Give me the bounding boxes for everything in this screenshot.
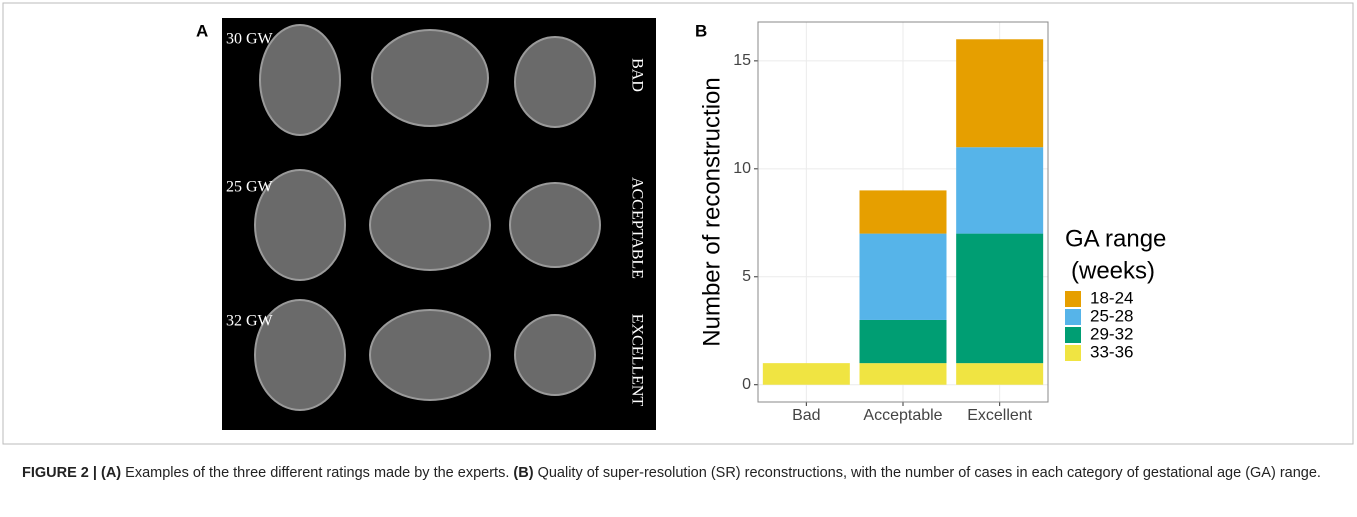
panel-label: B [695, 21, 707, 40]
rating-label: ACCEPTABLE [628, 177, 645, 279]
legend-title: (weeks) [1071, 257, 1155, 284]
plot-border [757, 21, 1049, 403]
y-tick-label: 5 [742, 268, 751, 285]
legend-label: 33-36 [1090, 342, 1133, 361]
legend-swatch [1065, 345, 1081, 361]
legend-label: 25-28 [1090, 306, 1133, 325]
age-label: 30 GW [226, 31, 274, 48]
x-tick-label: Acceptable [863, 407, 942, 424]
bar-segment [859, 190, 947, 234]
caption-label: (B) [513, 465, 534, 481]
y-tick-label: 0 [742, 376, 751, 393]
caption: FIGURE 2 | (A) Examples of the three dif… [22, 462, 1332, 485]
figure-border [2, 2, 1354, 445]
legend-swatch [1065, 327, 1081, 343]
bar-segment [859, 233, 947, 320]
age-label: 25 GW [226, 179, 274, 196]
y-tick-label: 10 [733, 160, 751, 177]
bar-segment [956, 363, 1044, 385]
bar-segment [859, 319, 947, 364]
bar-segment [956, 39, 1044, 148]
y-axis-title: Number of reconstruction [698, 77, 725, 346]
legend-label: 29-32 [1090, 324, 1133, 343]
age-label: 32 GW [226, 313, 274, 330]
caption-text: Examples of the three different ratings … [125, 465, 510, 481]
caption-label: FIGURE 2 | (A) [22, 465, 122, 481]
y-tick-label: 15 [733, 52, 751, 69]
legend-title: GA range [1065, 225, 1166, 252]
bar-segment [762, 363, 850, 385]
bar-segment [956, 147, 1044, 234]
legend-swatch [1065, 309, 1081, 325]
bar-segment [859, 363, 947, 385]
x-tick-label: Bad [792, 407, 820, 424]
bar-segment [956, 233, 1044, 364]
rating-label: EXCELLENT [628, 314, 645, 407]
panel-label: A [196, 21, 208, 40]
legend-swatch [1065, 291, 1081, 307]
legend-label: 18-24 [1090, 288, 1133, 307]
x-tick-label: Excellent [967, 407, 1032, 424]
rating-label: BAD [628, 58, 645, 92]
caption-text: Quality of super-resolution (SR) reconst… [537, 465, 1321, 481]
mri-scans [254, 24, 601, 411]
